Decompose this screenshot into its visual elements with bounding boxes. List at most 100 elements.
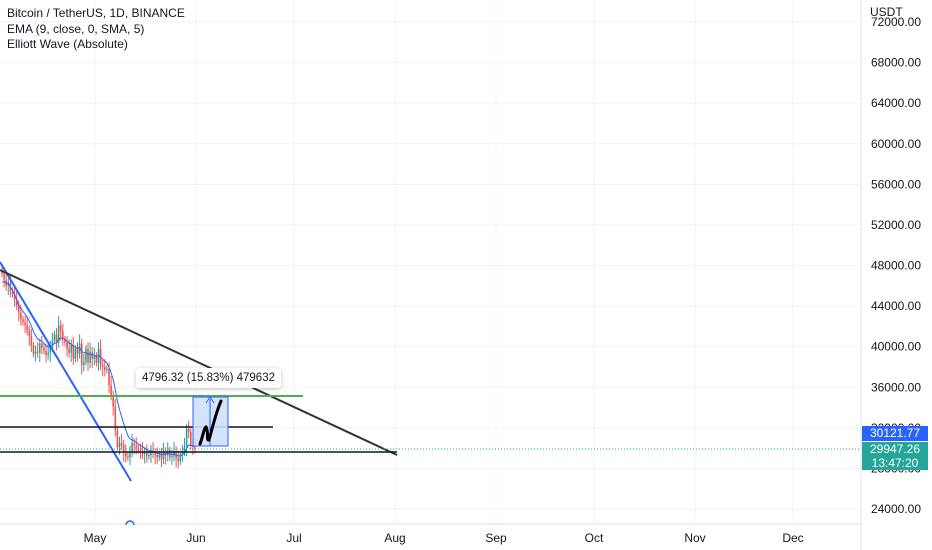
candle-body [87, 348, 89, 363]
price-tick-label: 36000.00 [871, 380, 921, 394]
time-tick-label: Jul [286, 531, 301, 545]
candle-body [95, 355, 98, 363]
candle-body [59, 325, 62, 332]
price-tick-label: 56000.00 [871, 177, 921, 191]
last-price-badge: 29947.26 13:47:20 [862, 442, 928, 470]
candle-body [154, 453, 156, 456]
grid-lines [0, 0, 861, 524]
ema-value: 30121.77 [869, 426, 921, 440]
candle-body [24, 322, 26, 326]
last-price-value: 29947.26 [869, 442, 921, 456]
currency-label[interactable]: USDT [870, 5, 903, 19]
time-tick-label: May [84, 531, 107, 545]
candle-body [171, 456, 173, 458]
candle-body [74, 348, 77, 359]
candle-body [150, 451, 152, 456]
symbol-title[interactable]: Bitcoin / TetherUS, 1D, BINANCE [7, 6, 185, 20]
measure-tooltip: 4796.32 (15.83%) 479632 [136, 368, 281, 388]
candle-body [80, 343, 83, 365]
candle-body [185, 428, 188, 448]
candle-body [22, 319, 24, 323]
candle-body [190, 431, 192, 447]
candle-body [28, 330, 31, 337]
price-tick-label: 40000.00 [871, 340, 921, 354]
candle-body [53, 334, 56, 341]
candle-body [38, 343, 41, 353]
candle-body [139, 450, 142, 452]
candle-body [13, 293, 16, 299]
price-tick-label: 52000.00 [871, 218, 921, 232]
candle-body [108, 368, 110, 386]
candle-body [64, 339, 66, 343]
wave-marker-icon [125, 520, 135, 526]
candle-body [133, 443, 135, 446]
candle-body [145, 452, 148, 457]
candle-body [1, 270, 3, 274]
candle-body [156, 455, 159, 458]
price-tick-label: 44000.00 [871, 299, 921, 313]
ema-indicator-label[interactable]: EMA (9, close, 0, SMA, 5) [7, 21, 145, 36]
candle-body [97, 348, 100, 363]
candle-body [36, 351, 39, 353]
candle-body [148, 455, 150, 457]
candle-body [183, 447, 186, 452]
candle-body [118, 443, 121, 448]
time-tick-label: Oct [585, 531, 604, 545]
candle-body [106, 368, 108, 371]
price-tick-label: 68000.00 [871, 56, 921, 70]
time-tick-label: Jun [186, 531, 205, 545]
candle-body [116, 429, 119, 448]
candle-body [177, 458, 180, 462]
candle-body [85, 348, 87, 362]
candle-body [66, 342, 68, 349]
time-tick-label: Dec [782, 531, 803, 545]
measure-arrow-head [205, 396, 215, 404]
candle-body [114, 406, 117, 430]
candle-body [26, 325, 28, 331]
candle-body [164, 452, 167, 456]
candle-body [47, 352, 49, 355]
candle-body [160, 454, 163, 460]
candle-body [103, 366, 106, 371]
candle-body [83, 361, 85, 365]
projection-brush-stroke[interactable] [198, 399, 223, 446]
candle-body [3, 273, 5, 280]
candle-body [11, 290, 14, 294]
candle-body [129, 452, 131, 458]
descending-trendline[interactable] [0, 269, 398, 456]
candle-body [20, 312, 22, 320]
candle-body [192, 446, 194, 448]
elliott-wave-leg[interactable] [0, 261, 132, 482]
chart-legend: Bitcoin / TetherUS, 1D, BINANCE EMA (9, … [7, 6, 185, 53]
candle-body [112, 395, 114, 407]
candle-body [45, 350, 47, 355]
ema-line [1, 280, 196, 457]
candle-body [124, 452, 127, 457]
candle-body [143, 452, 146, 455]
candle-countdown: 13:47:20 [871, 456, 919, 470]
candle-body [78, 343, 81, 354]
price-tick-label: 72000.00 [871, 15, 921, 29]
price-tick-label: 24000.00 [871, 502, 921, 516]
elliott-wave-label[interactable]: Elliott Wave (Absolute) [7, 37, 128, 51]
candle-body [72, 344, 75, 359]
time-tick-label: Aug [384, 531, 405, 545]
candle-body [15, 298, 18, 306]
candle-body [51, 340, 54, 346]
candle-body [43, 347, 45, 351]
candle-body [41, 343, 43, 348]
time-axis[interactable]: May Jun Jul Aug Sep Oct Nov Dec [84, 531, 804, 545]
candle-body [135, 445, 138, 449]
candle-body [55, 334, 58, 343]
candle-body [30, 336, 33, 346]
time-tick-label: Sep [485, 531, 507, 545]
candle-body [158, 454, 161, 458]
candle-body [131, 443, 133, 453]
price-tick-label: 64000.00 [871, 96, 921, 110]
candle-body [127, 456, 129, 458]
candle-body [93, 355, 96, 359]
ema-value-badge: 30121.77 [862, 426, 928, 441]
candle-body [68, 348, 70, 353]
candle-body [89, 351, 91, 363]
